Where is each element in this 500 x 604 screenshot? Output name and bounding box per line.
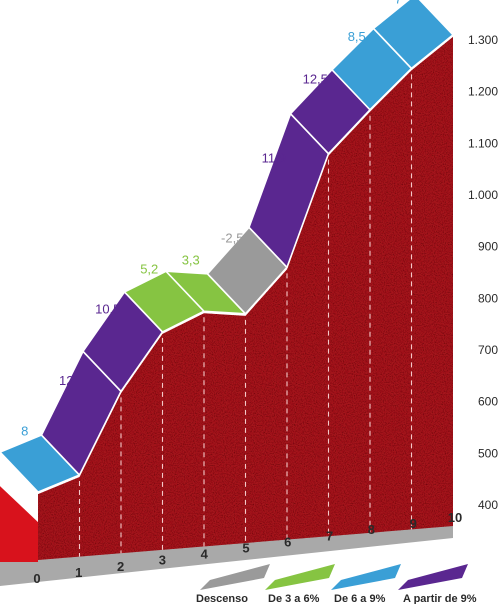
legend-swatch: [200, 564, 270, 590]
y-tick-label: 900: [478, 240, 498, 254]
y-tick-label: 400: [478, 498, 498, 512]
x-tick-label: 5: [242, 541, 249, 556]
legend-label: A partir de 9%: [403, 593, 477, 604]
gradient-label: 3,3: [182, 253, 200, 268]
legend-label: Descenso: [196, 593, 248, 604]
legend-swatch: [331, 564, 401, 590]
y-tick-label: 1.000: [468, 188, 498, 202]
y-tick-label: 500: [478, 446, 498, 460]
x-tick-label: 0: [33, 571, 40, 586]
gradient-label: 5,2: [140, 262, 158, 277]
x-tick-label: 6: [284, 534, 291, 549]
x-tick-label: 10: [448, 510, 462, 525]
y-tick-label: 800: [478, 291, 498, 305]
gradient-label: 10,5: [95, 302, 120, 317]
gradient-label: 11,9: [262, 151, 286, 166]
gradient-band-km-9: [372, 0, 454, 70]
profile-side-face: [0, 486, 38, 562]
y-tick-label: 1.300: [468, 33, 498, 47]
gradient-label: 8,5: [348, 29, 366, 44]
y-tick-label: 600: [478, 395, 498, 409]
legend-label: De 6 a 9%: [334, 593, 386, 604]
x-tick-label: 1: [75, 565, 82, 580]
legend-swatch: [398, 564, 468, 590]
legend-label: De 3 a 6%: [268, 593, 320, 604]
y-tick-label: 1.100: [468, 136, 498, 150]
gradient-label: 12,5: [303, 72, 328, 87]
legend-swatch: [265, 564, 335, 590]
x-tick-label: 4: [201, 547, 209, 562]
gradient-label: -2,5: [221, 231, 243, 246]
gradient-label: 8: [21, 424, 28, 439]
x-tick-label: 8: [368, 522, 375, 537]
x-tick-label: 2: [117, 559, 124, 574]
x-tick-label: 7: [326, 528, 333, 543]
elevation-profile-face: [38, 36, 453, 561]
gradient-label: 7: [395, 0, 402, 7]
x-tick-label: 9: [410, 516, 417, 531]
y-tick-label: 1.200: [468, 85, 498, 99]
gradient-label: 12: [59, 373, 73, 388]
y-tick-label: 700: [478, 343, 498, 357]
x-tick-label: 3: [159, 553, 166, 568]
